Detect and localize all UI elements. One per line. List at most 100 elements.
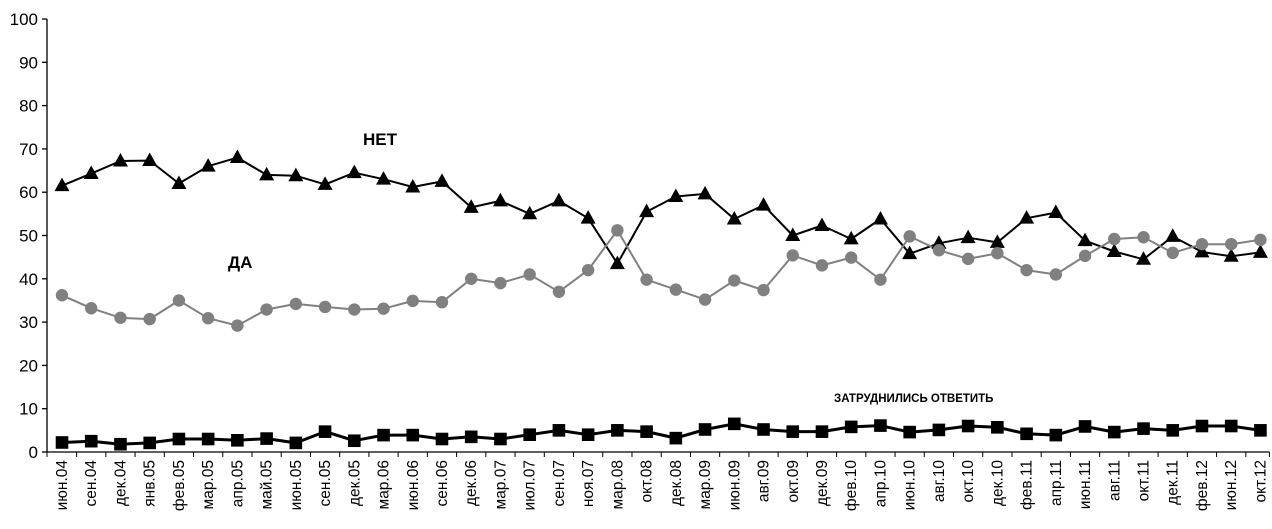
circle-marker [786, 249, 799, 262]
triangle-marker [142, 152, 158, 167]
x-tick-label: мар.06 [376, 460, 393, 509]
y-tick-label: 100 [10, 10, 38, 29]
x-tick-label: мар.05 [200, 460, 217, 509]
x-tick-label: фев.10 [843, 460, 860, 512]
circle-marker [961, 252, 975, 266]
square-marker [844, 420, 858, 434]
square-marker [1078, 420, 1092, 433]
triangle-marker [639, 203, 655, 218]
triangle-marker [902, 245, 918, 260]
circle-marker [114, 311, 127, 324]
circle-marker [932, 244, 946, 257]
series-label-net: НЕТ [363, 130, 398, 149]
square-marker [289, 436, 303, 450]
triangle-marker [1223, 248, 1239, 262]
triangle-marker [1077, 232, 1093, 247]
circle-marker [435, 295, 449, 309]
circle-marker [874, 273, 887, 286]
square-marker [611, 424, 624, 437]
circle-marker [1225, 237, 1238, 251]
triangle-marker [785, 227, 801, 241]
x-tick-label: июн.06 [405, 460, 422, 510]
triangle-marker [376, 171, 392, 185]
x-tick-label: апр.05 [229, 460, 246, 507]
x-tick-label: дек.06 [463, 460, 480, 506]
x-tick-label: окт.12 [1252, 460, 1269, 503]
square-marker [669, 431, 683, 445]
chart-markers [54, 149, 1268, 451]
square-marker [55, 436, 69, 449]
triangle-marker [872, 210, 888, 225]
triangle-marker [288, 167, 304, 182]
square-marker [1049, 428, 1063, 442]
square-marker [231, 434, 244, 447]
y-tick-label: 0 [29, 443, 38, 462]
chart-series-lines [61, 156, 1261, 446]
x-tick-label: окт.10 [960, 460, 977, 503]
x-tick-label: мар.09 [697, 460, 714, 509]
circle-marker [669, 283, 683, 296]
circle-marker [85, 302, 98, 315]
x-tick-label: дек.04 [112, 460, 129, 506]
circle-marker [260, 303, 273, 316]
x-tick-label: фев.11 [1019, 460, 1036, 510]
x-tick-label: сен.06 [434, 460, 451, 506]
circle-marker [406, 294, 419, 308]
triangle-marker [434, 173, 450, 187]
triangle-marker [1019, 210, 1035, 224]
circle-marker [1108, 232, 1121, 246]
x-tick-label: янв.05 [142, 460, 159, 507]
triangle-marker [463, 199, 479, 213]
circle-marker [1137, 231, 1150, 244]
circle-marker [991, 247, 1004, 260]
square-marker [903, 425, 916, 439]
series-line [61, 156, 1261, 265]
x-tick-label: окт.08 [639, 460, 656, 503]
square-marker [377, 428, 390, 442]
x-tick-label: фев.12 [1194, 460, 1211, 511]
circle-marker [640, 273, 653, 286]
triangle-marker [54, 177, 70, 192]
square-marker [1224, 419, 1238, 433]
x-tick-label: дек.11 [1165, 460, 1182, 505]
y-tick-label: 60 [19, 183, 38, 202]
circle-marker [581, 263, 595, 277]
square-marker [698, 423, 712, 436]
circle-marker [523, 268, 536, 281]
x-tick-label: июн.12 [1223, 460, 1240, 510]
y-tick-label: 70 [19, 140, 38, 159]
circle-marker [903, 230, 916, 243]
x-tick-label: авг.11 [1106, 460, 1123, 501]
x-tick-label: сен.07 [551, 460, 568, 506]
x-tick-label: мар.08 [609, 460, 626, 509]
x-tick-label: дек.08 [668, 460, 685, 506]
triangle-marker [1165, 228, 1181, 242]
square-marker [406, 428, 420, 442]
x-tick-label: ноя.07 [580, 460, 597, 507]
x-tick-label: мар.07 [492, 460, 509, 509]
square-marker [786, 425, 800, 438]
triangle-marker [551, 192, 567, 207]
circle-marker [231, 319, 244, 332]
square-marker [143, 436, 156, 450]
square-marker [435, 432, 449, 446]
triangle-marker [1194, 243, 1210, 258]
square-marker [114, 437, 127, 451]
square-marker [874, 419, 887, 432]
square-marker [1020, 427, 1033, 441]
triangle-marker [1048, 204, 1064, 219]
x-tick-label: авг.10 [931, 460, 948, 503]
triangle-marker [522, 205, 538, 220]
circle-marker [1254, 233, 1267, 247]
circle-marker [348, 303, 361, 316]
y-tick-label: 20 [19, 356, 38, 375]
series-label-da: ДА [228, 253, 252, 272]
x-tick-label: май.05 [259, 460, 276, 509]
circle-marker [757, 283, 770, 297]
x-tick-label: окт.11 [1136, 460, 1153, 501]
circle-marker [143, 312, 156, 326]
circle-marker [1166, 246, 1179, 260]
circle-marker [1049, 268, 1063, 281]
chart-axes: 0 10 20 30 40 50 60 70 80 90 100 июн.04 сен.04 дек.04… [10, 10, 1270, 511]
y-tick-label: 10 [19, 400, 38, 419]
